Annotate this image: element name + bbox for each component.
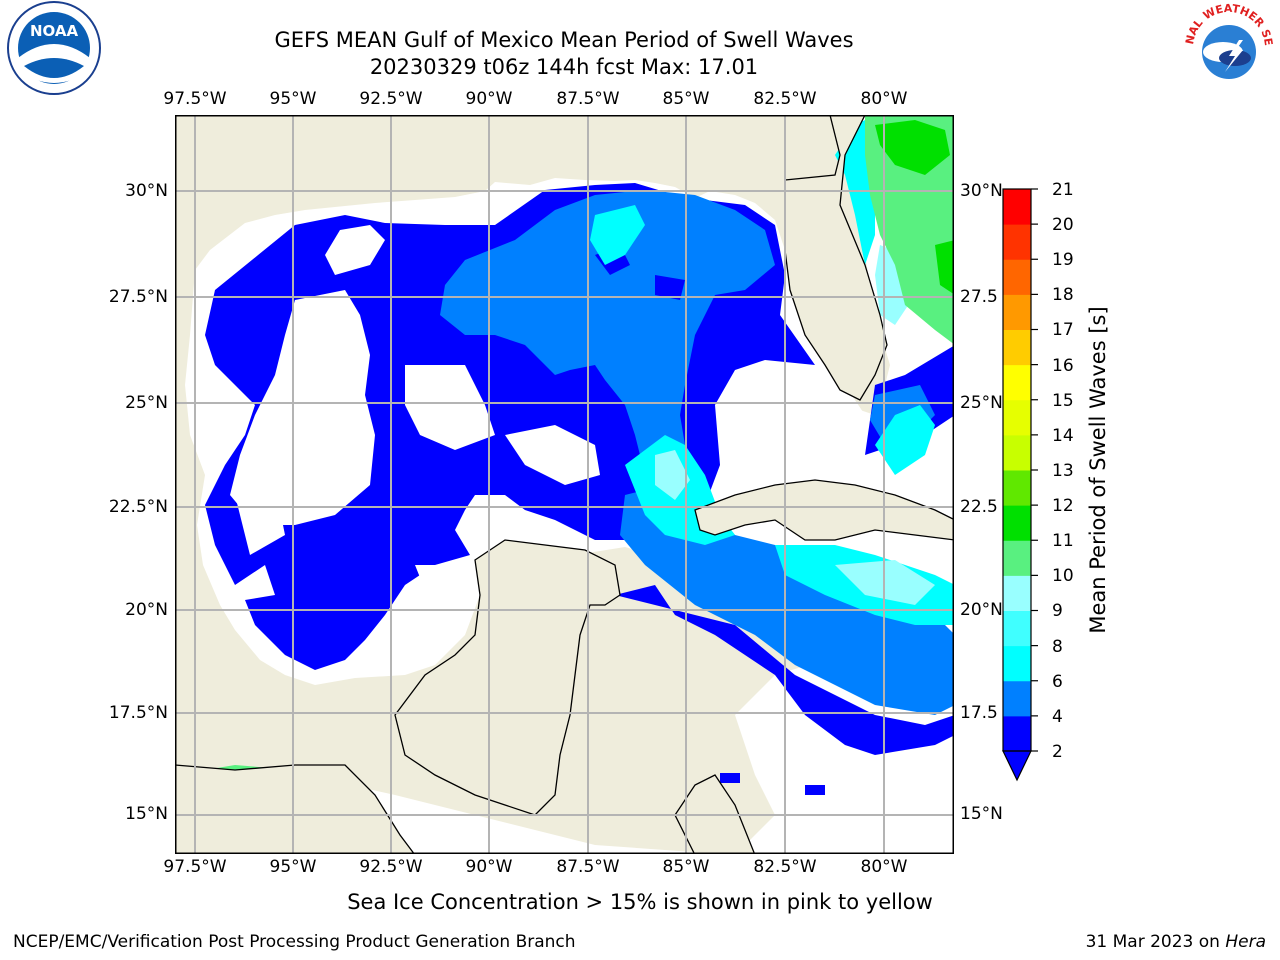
colorbar-bin (1003, 189, 1031, 225)
swell-period-map (175, 115, 954, 854)
lon-label-top: 97.5°W (163, 89, 227, 109)
colorbar-bin (1003, 715, 1031, 752)
colorbar-tick-label: 12 (1052, 496, 1074, 516)
lat-label-left: 25°N (125, 393, 168, 413)
plot-title: GEFS MEAN Gulf of Mexico Mean Period of … (274, 28, 854, 52)
colorbar-tick-label: 10 (1052, 566, 1074, 586)
lat-label-right: 22.5 (960, 497, 998, 517)
credit-line: NCEP/EMC/Verification Post Processing Pr… (13, 932, 576, 952)
lon-label-top: 85°W (662, 89, 710, 109)
central-america (175, 764, 415, 853)
colorbar-tick-label: 19 (1052, 250, 1074, 270)
colorbar-bin (1003, 399, 1031, 436)
run-date: 31 Mar 2023 on Hera (1086, 932, 1266, 952)
plot-subtitle: 20230329 t06z 144h fcst Max: 17.01 (369, 55, 759, 79)
colorbar-tick-label: 18 (1052, 285, 1074, 305)
colorbar-bin (1003, 259, 1031, 295)
colorbar-tick-label: 8 (1052, 637, 1063, 657)
colorbar-bin (1003, 540, 1031, 576)
lat-label-left: 27.5°N (108, 287, 168, 307)
lon-label-top: 92.5°W (359, 89, 423, 109)
colorbar-bin (1003, 329, 1031, 366)
colorbar-bin (1003, 680, 1031, 717)
colorbar-bin (1003, 434, 1031, 471)
colorbar-tick-marks (1031, 188, 1038, 752)
colorbar-label: Mean Period of Swell Waves [s] (1086, 306, 1110, 634)
lat-label-left: 30°N (125, 181, 168, 201)
lon-label-bottom: 97.5°W (163, 857, 227, 877)
colorbar-tick-label: 9 (1052, 601, 1063, 621)
colorbar-tick-label: 6 (1052, 672, 1063, 692)
colorbar-bins (1003, 189, 1031, 752)
noaa-logo-text: NOAA (30, 22, 79, 40)
lon-label-bottom: 95°W (269, 857, 317, 877)
noaa-logo: NOAA (7, 1, 101, 95)
colorbar-bin (1003, 575, 1031, 611)
run-date-text: 31 Mar 2023 on (1085, 932, 1220, 952)
colorbar-tick-label: 11 (1052, 531, 1074, 551)
lon-label-bottom: 92.5°W (359, 857, 423, 877)
sea-ice-footnote: Sea Ice Concentration > 15% is shown in … (347, 890, 933, 914)
lat-label-left: 20°N (125, 600, 168, 620)
colorbar-bin (1003, 645, 1031, 682)
colorbar-tick-label: 14 (1052, 426, 1074, 446)
lat-label-right: 17.5 (960, 703, 998, 723)
lon-label-top: 80°W (860, 89, 908, 109)
colorbar-tick-label: 16 (1052, 356, 1074, 376)
colorbar-bin (1003, 364, 1031, 401)
colorbar-bin (1003, 470, 1031, 506)
lon-label-top: 90°W (465, 89, 513, 109)
colorbar-bin (1003, 224, 1031, 260)
lon-label-top: 87.5°W (556, 89, 620, 109)
colorbar-tick-label: 20 (1052, 215, 1074, 235)
colorbar-tick-label: 17 (1052, 320, 1074, 340)
colorbar (1002, 188, 1038, 782)
colorbar-extend-min (1002, 750, 1032, 782)
lon-label-bottom: 80°W (860, 857, 908, 877)
lon-label-top: 82.5°W (753, 89, 817, 109)
lat-label-left: 15°N (125, 804, 168, 824)
yucatan (394, 539, 621, 816)
cuba (694, 479, 953, 541)
map-border (175, 115, 954, 854)
no-swell-gaps (230, 225, 865, 590)
lon-label-bottom: 82.5°W (753, 857, 817, 877)
lat-label-right: 20°N (960, 600, 1003, 620)
nws-logo: NATIONAL WEATHER SERVICE (1179, 0, 1275, 94)
lat-label-right: 27.5 (960, 287, 998, 307)
lon-label-top: 95°W (269, 89, 317, 109)
land-overlays (175, 115, 953, 853)
lat-label-left: 17.5°N (108, 703, 168, 723)
lon-label-bottom: 90°W (465, 857, 513, 877)
lon-label-bottom: 85°W (662, 857, 710, 877)
lon-label-bottom: 87.5°W (556, 857, 620, 877)
colorbar-bin (1003, 610, 1031, 647)
colorbar-bin (1003, 505, 1031, 541)
colorbar-tick-label: 2 (1052, 742, 1063, 762)
colorbar-tick-label: 13 (1052, 461, 1074, 481)
lat-label-right: 30°N (960, 181, 1003, 201)
colorbar-tick-label: 4 (1052, 707, 1063, 727)
map-gridlines (175, 115, 953, 853)
colorbar-bin (1003, 294, 1031, 330)
lat-label-right: 15°N (960, 804, 1003, 824)
colorbar-tick-label: 15 (1052, 391, 1074, 411)
colorbar-tick-label: 21 (1052, 180, 1074, 200)
lat-label-right: 25°N (960, 393, 1003, 413)
lat-label-left: 22.5°N (108, 497, 168, 517)
machine-name: Hera (1225, 932, 1266, 952)
